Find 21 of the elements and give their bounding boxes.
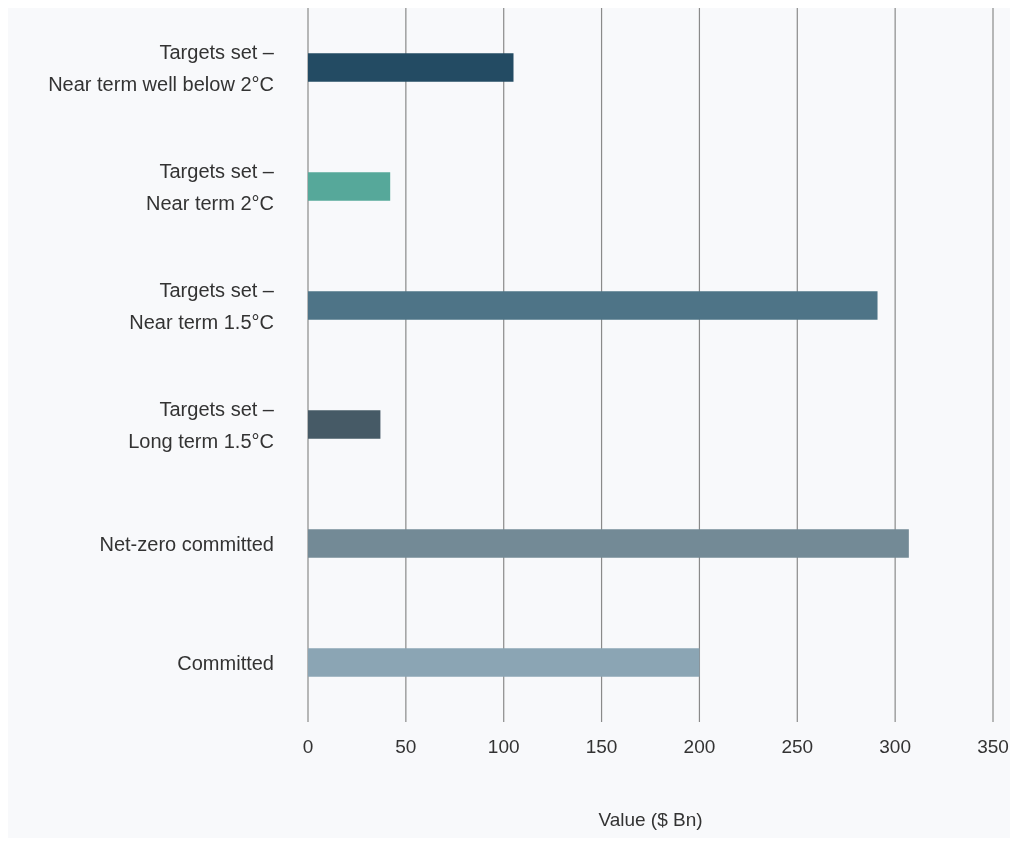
y-tick-label: Net-zero committed bbox=[99, 532, 274, 555]
x-tick-label: 0 bbox=[302, 736, 314, 758]
x-tick-label: 300 bbox=[879, 736, 911, 758]
bar bbox=[308, 291, 878, 320]
bar bbox=[308, 529, 909, 558]
y-tick-label: Committed bbox=[177, 651, 274, 674]
x-tick-label: 350 bbox=[977, 736, 1009, 758]
bar bbox=[308, 172, 391, 201]
y-tick-label: Targets set – Near term 1.5°C bbox=[129, 278, 275, 333]
bar bbox=[308, 648, 700, 677]
x-axis-title: Value ($ Bn) bbox=[598, 809, 703, 830]
bar bbox=[308, 53, 514, 82]
y-tick-label: Targets set – Near term well below 2°C bbox=[48, 40, 275, 95]
y-tick-label: Targets set – Near term 2°C bbox=[145, 159, 275, 214]
bar bbox=[308, 410, 381, 439]
x-tick-label: 150 bbox=[585, 736, 618, 758]
x-tick-label: 200 bbox=[683, 736, 716, 758]
y-tick-label: Targets set – Long term 1.5°C bbox=[128, 397, 275, 452]
x-tick-label: 50 bbox=[395, 736, 417, 758]
x-tick-label: 100 bbox=[487, 736, 520, 758]
x-tick-label: 250 bbox=[781, 736, 814, 758]
